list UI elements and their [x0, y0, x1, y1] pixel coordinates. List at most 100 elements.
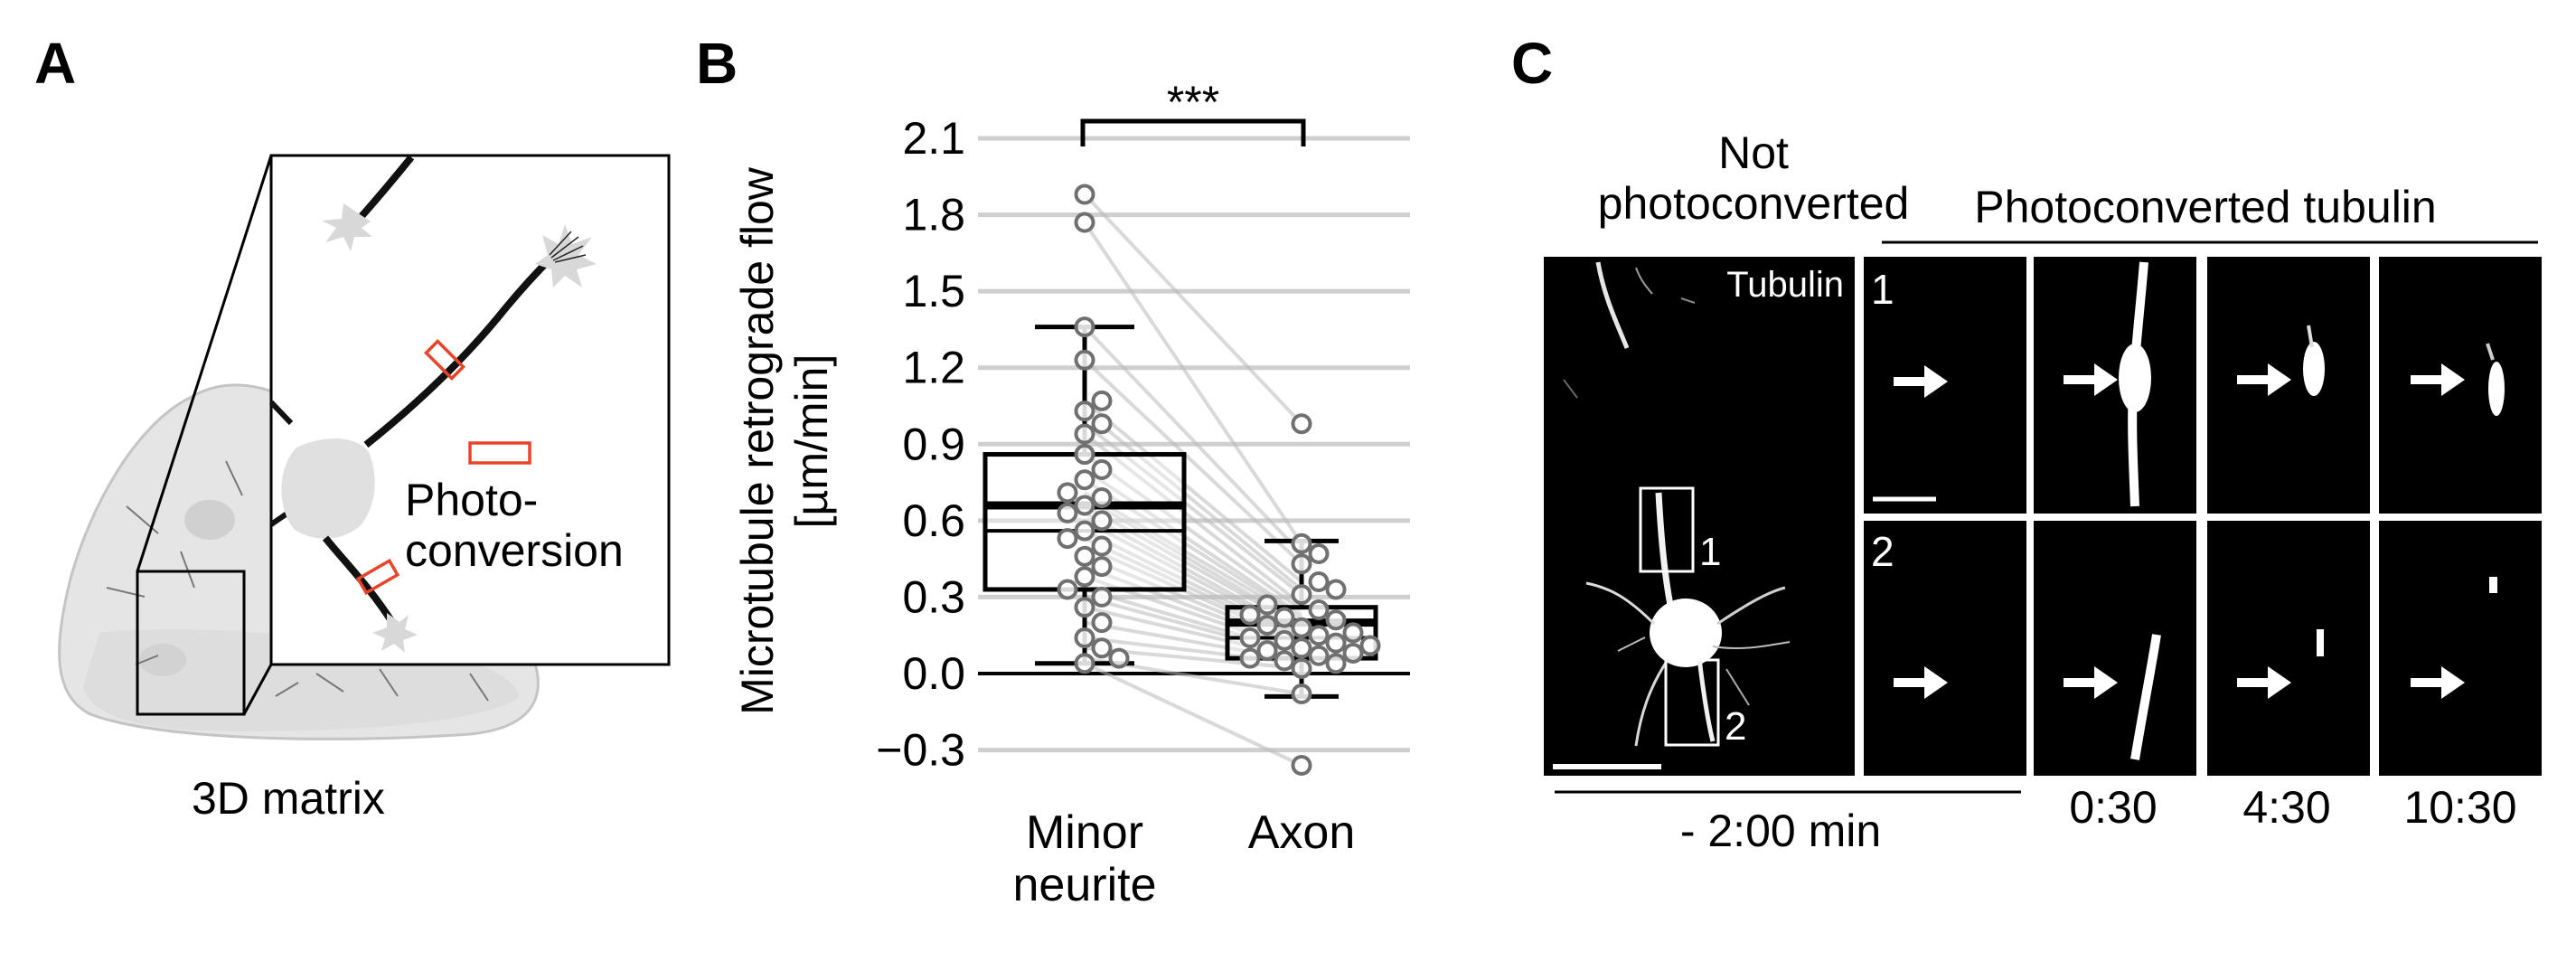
- roi-box-1: [1639, 486, 1695, 573]
- data-point: [1091, 637, 1113, 659]
- data-point: [1074, 597, 1095, 618]
- data-point: [1074, 495, 1095, 516]
- paired-line: [1083, 358, 1303, 566]
- arrow-icon: [2064, 363, 2118, 396]
- data-point: [1091, 612, 1113, 634]
- not-photoconverted-label-1: Not: [1718, 127, 1789, 178]
- overview-micrograph: 1 2 Tubulin: [1544, 257, 1855, 776]
- time-label-1: 0:30: [2069, 782, 2157, 833]
- paired-line: [1083, 325, 1303, 555]
- significance-bracket: [1080, 118, 1306, 146]
- y-tick-label: 2.1: [902, 113, 965, 164]
- growth-cone-filopodia: [549, 231, 587, 263]
- data-point: [1291, 637, 1312, 659]
- data-point: [1291, 617, 1312, 638]
- tubulin-signal: [2119, 344, 2151, 412]
- category-label-minor-1: Minor: [1026, 806, 1143, 859]
- arrow-icon: [2237, 666, 2291, 699]
- data-point: [1291, 683, 1312, 705]
- paired-line: [1083, 467, 1303, 617]
- y-tick-label: 0.9: [902, 419, 965, 469]
- data-point: [1074, 520, 1095, 542]
- data-point: [1325, 653, 1347, 674]
- matrix-label: 3D matrix: [192, 773, 385, 824]
- data-points: [1057, 184, 1381, 776]
- data-point: [1074, 444, 1095, 466]
- data-point: [1308, 571, 1330, 593]
- category-label-minor-2: neurite: [1013, 859, 1157, 911]
- data-point: [1091, 413, 1113, 435]
- data-point: [1274, 650, 1295, 672]
- data-point: [1325, 632, 1347, 654]
- data-point: [1239, 647, 1261, 669]
- row-label-1: 1: [1871, 266, 1894, 313]
- panel-c-letter: C: [1511, 31, 1553, 96]
- data-point: [1074, 184, 1095, 205]
- data-point: [1074, 653, 1095, 674]
- timelapse-row-2: 2: [1864, 521, 2542, 776]
- data-point: [1342, 642, 1364, 664]
- matrix-cell-blob: [184, 500, 235, 540]
- data-point: [1074, 212, 1095, 233]
- photoconversion-marker-legend: [468, 441, 531, 465]
- paired-line: [1083, 432, 1303, 607]
- photoconversion-marker: [424, 339, 465, 381]
- y-tick-label: −0.3: [876, 725, 965, 776]
- data-point: [1091, 586, 1113, 608]
- data-point: [1057, 579, 1078, 600]
- data-point: [1074, 401, 1095, 422]
- data-point: [1291, 413, 1312, 435]
- timelapse-row-1: 1: [1864, 257, 2542, 514]
- zoom-source-box: [136, 570, 246, 716]
- data-point: [1359, 635, 1381, 656]
- overview-soma: [1650, 599, 1722, 667]
- roi-box-2: [1664, 658, 1720, 747]
- data-point: [1057, 528, 1078, 550]
- zoom-inset: [269, 154, 671, 666]
- paired-line: [1083, 193, 1303, 426]
- data-point: [1291, 533, 1312, 554]
- growth-cone: [322, 203, 372, 251]
- arrow-icon: [2064, 666, 2118, 699]
- matrix-cell-blob: [139, 644, 186, 676]
- panel-a-letter: A: [34, 31, 76, 96]
- panel-a: A: [34, 31, 671, 824]
- category-label-axon: Axon: [1248, 806, 1356, 859]
- tubulin-signal: [2486, 343, 2495, 361]
- data-point: [1057, 482, 1078, 504]
- y-axis-label-1: Microtubule retrograde flow: [732, 166, 783, 715]
- data-point: [1091, 486, 1113, 508]
- panel-c: C Not photoconverted Photoconverted tubu…: [1511, 31, 2542, 856]
- roi-label-2: 2: [1725, 704, 1746, 749]
- data-point: [1256, 614, 1278, 636]
- paired-line: [1084, 661, 1302, 768]
- y-tick-label: 1.2: [902, 343, 965, 393]
- photoconversion-label-2: conversion: [405, 525, 624, 576]
- tubulin-label: Tubulin: [1726, 265, 1844, 305]
- data-point: [1256, 594, 1278, 616]
- not-photoconverted-label-2: photoconverted: [1598, 178, 1910, 229]
- time-label-3: 10:30: [2403, 782, 2516, 833]
- data-point: [1325, 609, 1347, 631]
- data-point: [1308, 625, 1330, 646]
- y-axis-label-2: [µm/min]: [786, 354, 837, 529]
- tubulin-signal: [2303, 342, 2325, 396]
- significance-label: ***: [1167, 77, 1219, 127]
- paired-line: [1083, 221, 1303, 545]
- data-point: [1291, 584, 1312, 606]
- data-point: [1091, 535, 1113, 557]
- data-point: [1239, 627, 1261, 649]
- data-point: [1091, 458, 1113, 480]
- paired-line: [1083, 410, 1303, 591]
- panel-b: B Microtubule retrograde flow [µm/min] −…: [696, 31, 1410, 911]
- data-point: [1108, 647, 1130, 669]
- data-point: [1091, 556, 1113, 578]
- data-point: [1274, 607, 1295, 628]
- photoconversion-markers: [355, 339, 531, 596]
- data-point: [1091, 510, 1113, 532]
- tubulin-signal: [2488, 362, 2505, 416]
- tubulin-signal: [2489, 577, 2497, 593]
- tubulin-signal: [2317, 629, 2324, 656]
- y-tick-label: 1.8: [902, 190, 965, 240]
